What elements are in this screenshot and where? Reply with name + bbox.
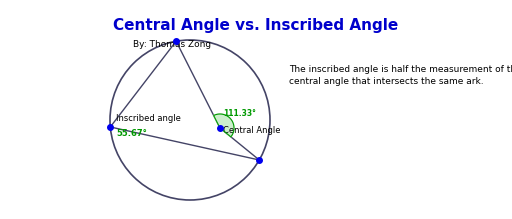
Text: Central Angle: Central Angle: [223, 126, 281, 135]
Text: Inscribed angle: Inscribed angle: [116, 114, 181, 123]
Text: Central Angle vs. Inscribed Angle: Central Angle vs. Inscribed Angle: [113, 18, 399, 33]
Polygon shape: [214, 114, 234, 137]
Text: 111.33°: 111.33°: [223, 109, 256, 118]
Text: 55.67°: 55.67°: [116, 129, 147, 138]
Text: The inscribed angle is half the measurement of the
central angle that intersects: The inscribed angle is half the measurem…: [289, 65, 512, 87]
Text: By: Thomas Zong: By: Thomas Zong: [133, 40, 211, 49]
